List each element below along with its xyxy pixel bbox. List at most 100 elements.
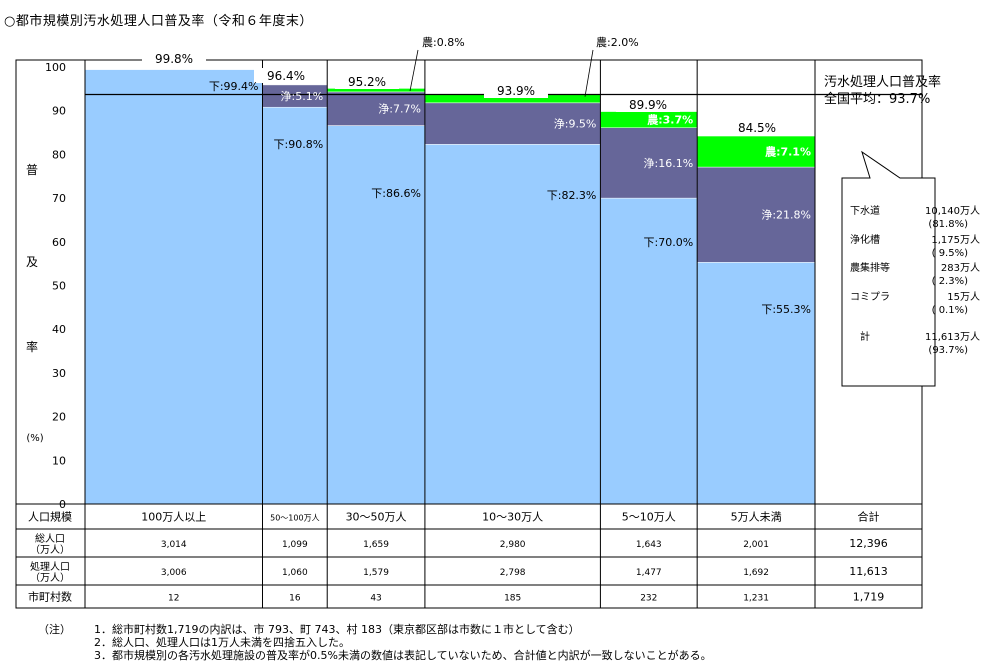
table-cell: 2,001 <box>743 540 769 550</box>
table-cell: 3,014 <box>161 540 187 550</box>
notes-label: （注） <box>38 623 71 636</box>
summary-item-pct: (81.8%) <box>928 219 968 230</box>
note-text: 都市規模別の各汚水処理施設の普及率が0.5%未満の数値は表記していないため、合計… <box>112 649 712 662</box>
callout-label: 農:0.8% <box>422 35 465 49</box>
note-row-3: 3．都市規模別の各汚水処理施設の普及率が0.5%未満の数値は表記していないため、… <box>38 649 712 662</box>
note-number: 3． <box>94 649 112 662</box>
table-cell: 43 <box>370 594 381 604</box>
total-label-bg <box>142 51 206 66</box>
y-tick-label: 30 <box>52 367 66 380</box>
summary-item-name: 浄化槽 <box>850 233 880 246</box>
summary-item-pct: ( 0.1%) <box>932 305 968 316</box>
bar-segment-sewer <box>326 125 426 505</box>
table-cell: 1,579 <box>363 568 389 578</box>
note-text: 総人口、処理人口は1万人未満を四捨五入した。 <box>112 636 350 649</box>
table-cell: 2,980 <box>500 540 526 550</box>
y-tick-label: 70 <box>52 192 66 205</box>
table-cell: 1,643 <box>636 540 662 550</box>
table-total-cell: 1,719 <box>853 591 885 604</box>
national-average-label: 全国平均：93.7% <box>824 91 930 107</box>
summary-item-name: 計 <box>860 330 870 343</box>
table-cell: 3,006 <box>161 568 187 578</box>
y-tick-label: 60 <box>52 236 66 249</box>
table-cell: 2,798 <box>500 568 526 578</box>
summary-item-name: 農集排等 <box>850 261 890 274</box>
table-cell: 5～10万人 <box>622 511 676 524</box>
total-label-bg <box>335 74 399 89</box>
y-axis-label: 率 <box>26 339 38 354</box>
callout-label: 農:2.0% <box>596 35 639 49</box>
total-label-bg <box>725 120 789 135</box>
table-cell: 1,692 <box>743 568 769 578</box>
sewer-label: 下:90.8% <box>274 138 324 151</box>
note-row-2: 2．総人口、処理人口は1万人未満を四捨五入した。 <box>38 636 712 649</box>
total-label: 93.9% <box>497 84 535 98</box>
table-row-label: 人口規模 <box>28 510 72 524</box>
table-row-label: （万人） <box>30 544 70 556</box>
table-cell: 100万人以上 <box>141 511 206 524</box>
total-label-bg <box>484 83 548 98</box>
total-label: 99.8% <box>155 52 193 66</box>
table-cell: 50～100万人 <box>270 514 319 523</box>
table-cell: 16 <box>289 594 301 604</box>
y-tick-label: 20 <box>52 411 66 424</box>
table-total-cell: 11,613 <box>849 565 888 578</box>
sewer-label: 下:99.4% <box>209 80 259 93</box>
summary-item-value: 283万人 <box>941 262 980 274</box>
table-cell: 1,477 <box>636 568 662 578</box>
note-text: 総市町村数1,719の内訳は、市 793、町 743、村 183（東京都区部は市… <box>112 623 580 636</box>
table-row-label: （万人） <box>30 572 70 584</box>
johkaso-label: 浄:5.1% <box>281 89 324 103</box>
callout-line <box>584 49 594 97</box>
y-tick-label: 80 <box>52 148 66 161</box>
note-row-1: （注） 1．総市町村数1,719の内訳は、市 793、町 743、村 183（東京… <box>38 623 712 636</box>
bar-segment-sewer <box>84 69 263 505</box>
johkaso-label: 浄:21.8% <box>761 208 811 222</box>
bar-segment-johkaso <box>424 102 601 145</box>
bar-segment-sewer <box>696 262 816 505</box>
nouson-label: 農:3.7% <box>647 113 693 127</box>
summary-box <box>841 150 936 387</box>
sewer-label: 下:86.6% <box>371 187 421 200</box>
note-number: 2． <box>94 636 112 649</box>
total-label: 89.9% <box>629 98 667 112</box>
nouson-label: 農:7.1% <box>765 145 811 159</box>
summary-item-pct: ( 2.3%) <box>932 276 968 287</box>
summary-item-pct: (93.7%) <box>928 345 968 356</box>
bar-segment-nouson <box>696 135 816 168</box>
national-average-title: 汚水処理人口普及率 <box>824 74 941 90</box>
summary-item-name: コミプラ <box>850 291 890 303</box>
table-cell: 185 <box>504 594 521 604</box>
johkaso-label: 浄:7.7% <box>378 102 421 116</box>
bar-segment-sewer <box>600 197 698 505</box>
table-row-label: 市町村数 <box>28 590 72 604</box>
table-row-label: 総人口 <box>35 532 65 545</box>
table-cell: 5万人未満 <box>731 511 782 524</box>
callout-line <box>409 49 419 92</box>
y-tick-label: 90 <box>52 105 66 118</box>
sewer-label: 下:82.3% <box>547 189 597 202</box>
bar-segment-sewer <box>424 144 601 505</box>
summary-item-name: 下水道 <box>850 204 880 217</box>
table-cell: 12 <box>168 594 179 604</box>
table-cell: 1,099 <box>282 540 308 550</box>
notes: （注） 1．総市町村数1,719の内訳は、市 793、町 743、村 183（東京… <box>38 623 712 662</box>
johkaso-label: 浄:16.1% <box>644 156 694 170</box>
table-cell: 10～30万人 <box>482 511 543 524</box>
y-tick-label: 40 <box>52 323 66 336</box>
page-title: ○都市規模別汚水処理人口普及率（令和６年度末） <box>4 14 313 29</box>
table-row-label: 処理人口 <box>30 560 70 573</box>
table-cell: 232 <box>640 594 657 604</box>
table-cell: 1,231 <box>743 594 769 604</box>
y-axis-label: 及 <box>26 255 38 269</box>
sewer-label: 下:55.3% <box>761 303 811 316</box>
total-label: 95.2% <box>348 75 386 89</box>
y-tick-label: 50 <box>52 280 66 293</box>
note-number: 1． <box>94 623 112 636</box>
summary-item-pct: ( 9.5%) <box>932 248 968 259</box>
summary-item-value: 1,175万人 <box>931 234 980 246</box>
table-cell: 30～50万人 <box>346 511 407 524</box>
table-total-cell: 合計 <box>858 510 880 524</box>
total-label: 96.4% <box>267 69 305 83</box>
